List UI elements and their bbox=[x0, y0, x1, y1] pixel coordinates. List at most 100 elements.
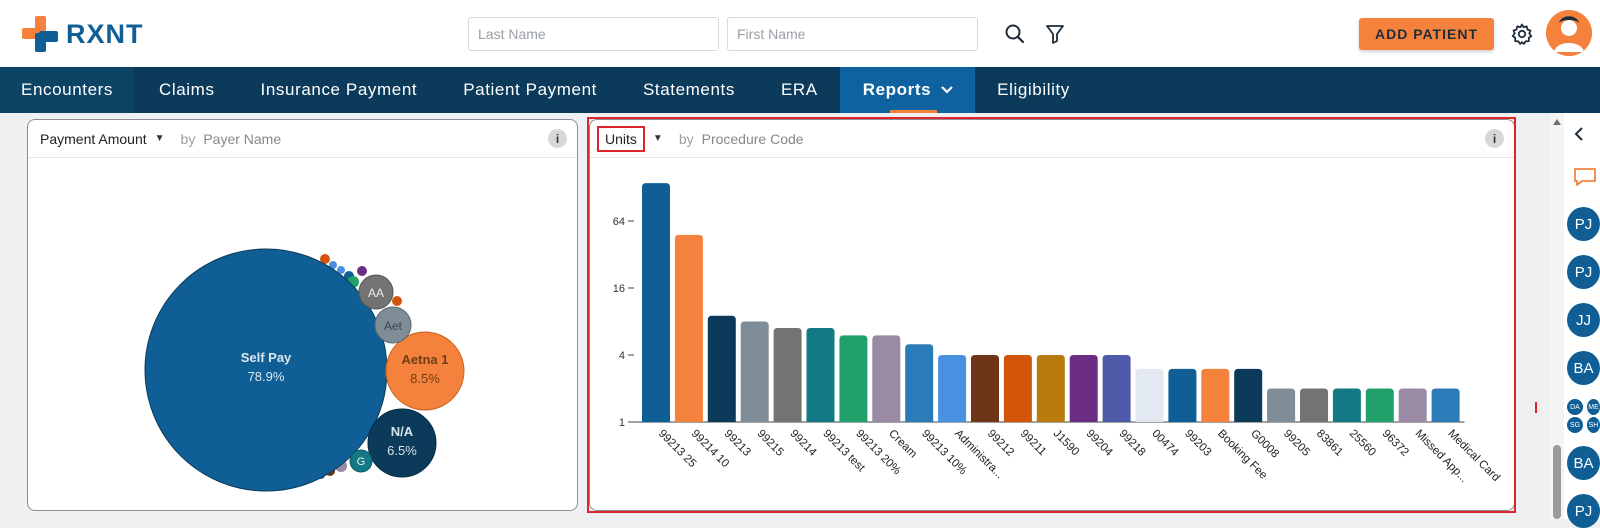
rail-user-button[interactable]: ME bbox=[1587, 399, 1600, 415]
chevron-left-icon[interactable] bbox=[1573, 127, 1585, 146]
nav-encounters[interactable]: Encounters bbox=[0, 67, 134, 113]
rail-user-button[interactable]: PJ bbox=[1567, 494, 1600, 528]
main-nav: Encounters Claims Insurance Payment Pati… bbox=[0, 67, 1600, 113]
bar[interactable] bbox=[1300, 388, 1328, 423]
bar[interactable] bbox=[1267, 388, 1296, 423]
scroll-up-icon[interactable] bbox=[1553, 119, 1561, 125]
chat-icon[interactable] bbox=[1573, 166, 1597, 193]
x-tick-label: 25560 bbox=[1347, 428, 1378, 459]
nav-label: Insurance Payment bbox=[260, 80, 418, 99]
x-tick-label: 99204 bbox=[1084, 428, 1116, 460]
last-name-input[interactable] bbox=[468, 17, 719, 51]
bar[interactable] bbox=[1398, 388, 1427, 423]
y-tick-label: 64 bbox=[613, 216, 625, 228]
bubble-percent: 78.9% bbox=[248, 369, 285, 384]
bar[interactable] bbox=[1135, 368, 1164, 422]
bar[interactable] bbox=[1168, 368, 1197, 422]
bar[interactable] bbox=[642, 183, 670, 422]
first-name-input[interactable] bbox=[727, 17, 978, 51]
x-tick-label: 96372 bbox=[1380, 428, 1411, 459]
info-icon[interactable]: i bbox=[548, 129, 567, 148]
bar[interactable] bbox=[674, 234, 703, 422]
x-tick-label: J1590 bbox=[1051, 428, 1082, 459]
bar[interactable] bbox=[1234, 368, 1263, 422]
filter-icon[interactable] bbox=[1041, 20, 1069, 48]
chevron-down-icon[interactable]: ▼ bbox=[652, 133, 663, 144]
nav-label: Reports bbox=[862, 80, 932, 99]
nav-patient-payment[interactable]: Patient Payment bbox=[441, 67, 621, 113]
rxnt-logo[interactable]: RXNT bbox=[22, 16, 144, 52]
y-tick-label: 4 bbox=[619, 350, 625, 362]
rail-user-button[interactable]: DA bbox=[1567, 399, 1583, 415]
by-label: by bbox=[180, 130, 196, 147]
bubble-label: AA bbox=[368, 286, 384, 300]
payer-bubble-panel: Payment Amount ▼ by Payer Name i Self Pa… bbox=[27, 119, 578, 511]
payer-bubble-chart: Self Pay 78.9% Aetna 1 8.5% N/A 6.5% AA … bbox=[144, 248, 465, 492]
y-tick-label: 16 bbox=[613, 283, 625, 295]
add-patient-button[interactable]: ADD PATIENT bbox=[1359, 18, 1494, 50]
nav-label: ERA bbox=[780, 80, 818, 99]
rail-user-button[interactable]: PJ bbox=[1567, 255, 1600, 289]
bar[interactable] bbox=[1431, 388, 1460, 423]
bar[interactable] bbox=[773, 327, 802, 422]
metric-selector[interactable]: Payment Amount bbox=[40, 130, 147, 147]
x-tick-label: 99218 bbox=[1116, 428, 1147, 459]
nav-insurance-payment[interactable]: Insurance Payment bbox=[240, 67, 442, 113]
user-avatar[interactable] bbox=[1546, 10, 1592, 56]
by-label: by bbox=[678, 130, 694, 147]
rail-user-button[interactable]: PJ bbox=[1567, 207, 1600, 241]
nav-reports[interactable]: Reports bbox=[839, 67, 976, 113]
bar[interactable] bbox=[1036, 355, 1065, 422]
bar[interactable] bbox=[1102, 355, 1131, 422]
rail-user-button[interactable]: SH bbox=[1587, 417, 1600, 433]
bubble-aa[interactable] bbox=[358, 274, 394, 310]
rail-user-button[interactable]: BA bbox=[1567, 446, 1600, 480]
chevron-down-icon[interactable]: ▼ bbox=[154, 133, 165, 144]
bar[interactable] bbox=[707, 315, 736, 422]
bar[interactable] bbox=[839, 335, 868, 422]
gear-icon[interactable] bbox=[1508, 20, 1536, 48]
brand-name: RXNT bbox=[66, 18, 144, 49]
bubble-na[interactable] bbox=[367, 408, 437, 478]
page-scrollbar[interactable] bbox=[1550, 113, 1564, 519]
nav-era[interactable]: ERA bbox=[759, 67, 840, 113]
bar[interactable] bbox=[872, 335, 901, 422]
nav-label: Statements bbox=[642, 80, 735, 99]
bar[interactable] bbox=[1332, 388, 1361, 423]
info-icon[interactable]: i bbox=[1485, 129, 1504, 148]
x-tick-label: 99215 bbox=[755, 428, 786, 459]
bar[interactable] bbox=[740, 321, 769, 423]
bar[interactable] bbox=[938, 355, 967, 422]
rail-user-button[interactable]: JJ bbox=[1567, 303, 1600, 337]
logo-mark-icon bbox=[22, 16, 58, 52]
nav-label: Eligibility bbox=[997, 80, 1070, 99]
panel-header: Units ▼ by Procedure Code i bbox=[590, 120, 1514, 158]
nav-eligibility[interactable]: Eligibility bbox=[975, 67, 1091, 113]
bar[interactable] bbox=[1201, 368, 1230, 422]
nav-claims[interactable]: Claims bbox=[134, 67, 240, 113]
x-tick-label: 99213 bbox=[722, 428, 753, 459]
bar[interactable] bbox=[1365, 388, 1394, 423]
nav-statements[interactable]: Statements bbox=[621, 67, 759, 113]
bar[interactable] bbox=[806, 327, 835, 422]
bar[interactable] bbox=[971, 355, 999, 422]
rail-user-button[interactable]: BA bbox=[1567, 351, 1600, 385]
search-icon[interactable] bbox=[1001, 20, 1029, 48]
units-bar-panel: Units ▼ by Procedure Code i 1 4 16 64 99213 … bbox=[589, 119, 1515, 511]
nav-label: Claims bbox=[159, 80, 215, 99]
bar[interactable] bbox=[905, 344, 934, 422]
bubble-aetna-1[interactable] bbox=[385, 331, 465, 411]
metric-selector[interactable]: Units bbox=[597, 125, 645, 152]
bar[interactable] bbox=[1003, 355, 1032, 422]
dimension-label: Procedure Code bbox=[701, 130, 804, 147]
panel-header: Payment Amount ▼ by Payer Name i bbox=[28, 120, 577, 158]
bar[interactable] bbox=[1069, 355, 1098, 422]
rail-user-button[interactable]: SG bbox=[1567, 417, 1583, 433]
nav-label: Patient Payment bbox=[463, 80, 597, 99]
chevron-down-icon bbox=[941, 83, 953, 97]
bubble-aet[interactable] bbox=[374, 306, 412, 344]
y-tick-label: 1 bbox=[619, 417, 625, 429]
bubble-g[interactable] bbox=[349, 449, 373, 473]
scroll-thumb[interactable] bbox=[1553, 445, 1561, 519]
bubble-label: Self Pay bbox=[241, 350, 292, 365]
